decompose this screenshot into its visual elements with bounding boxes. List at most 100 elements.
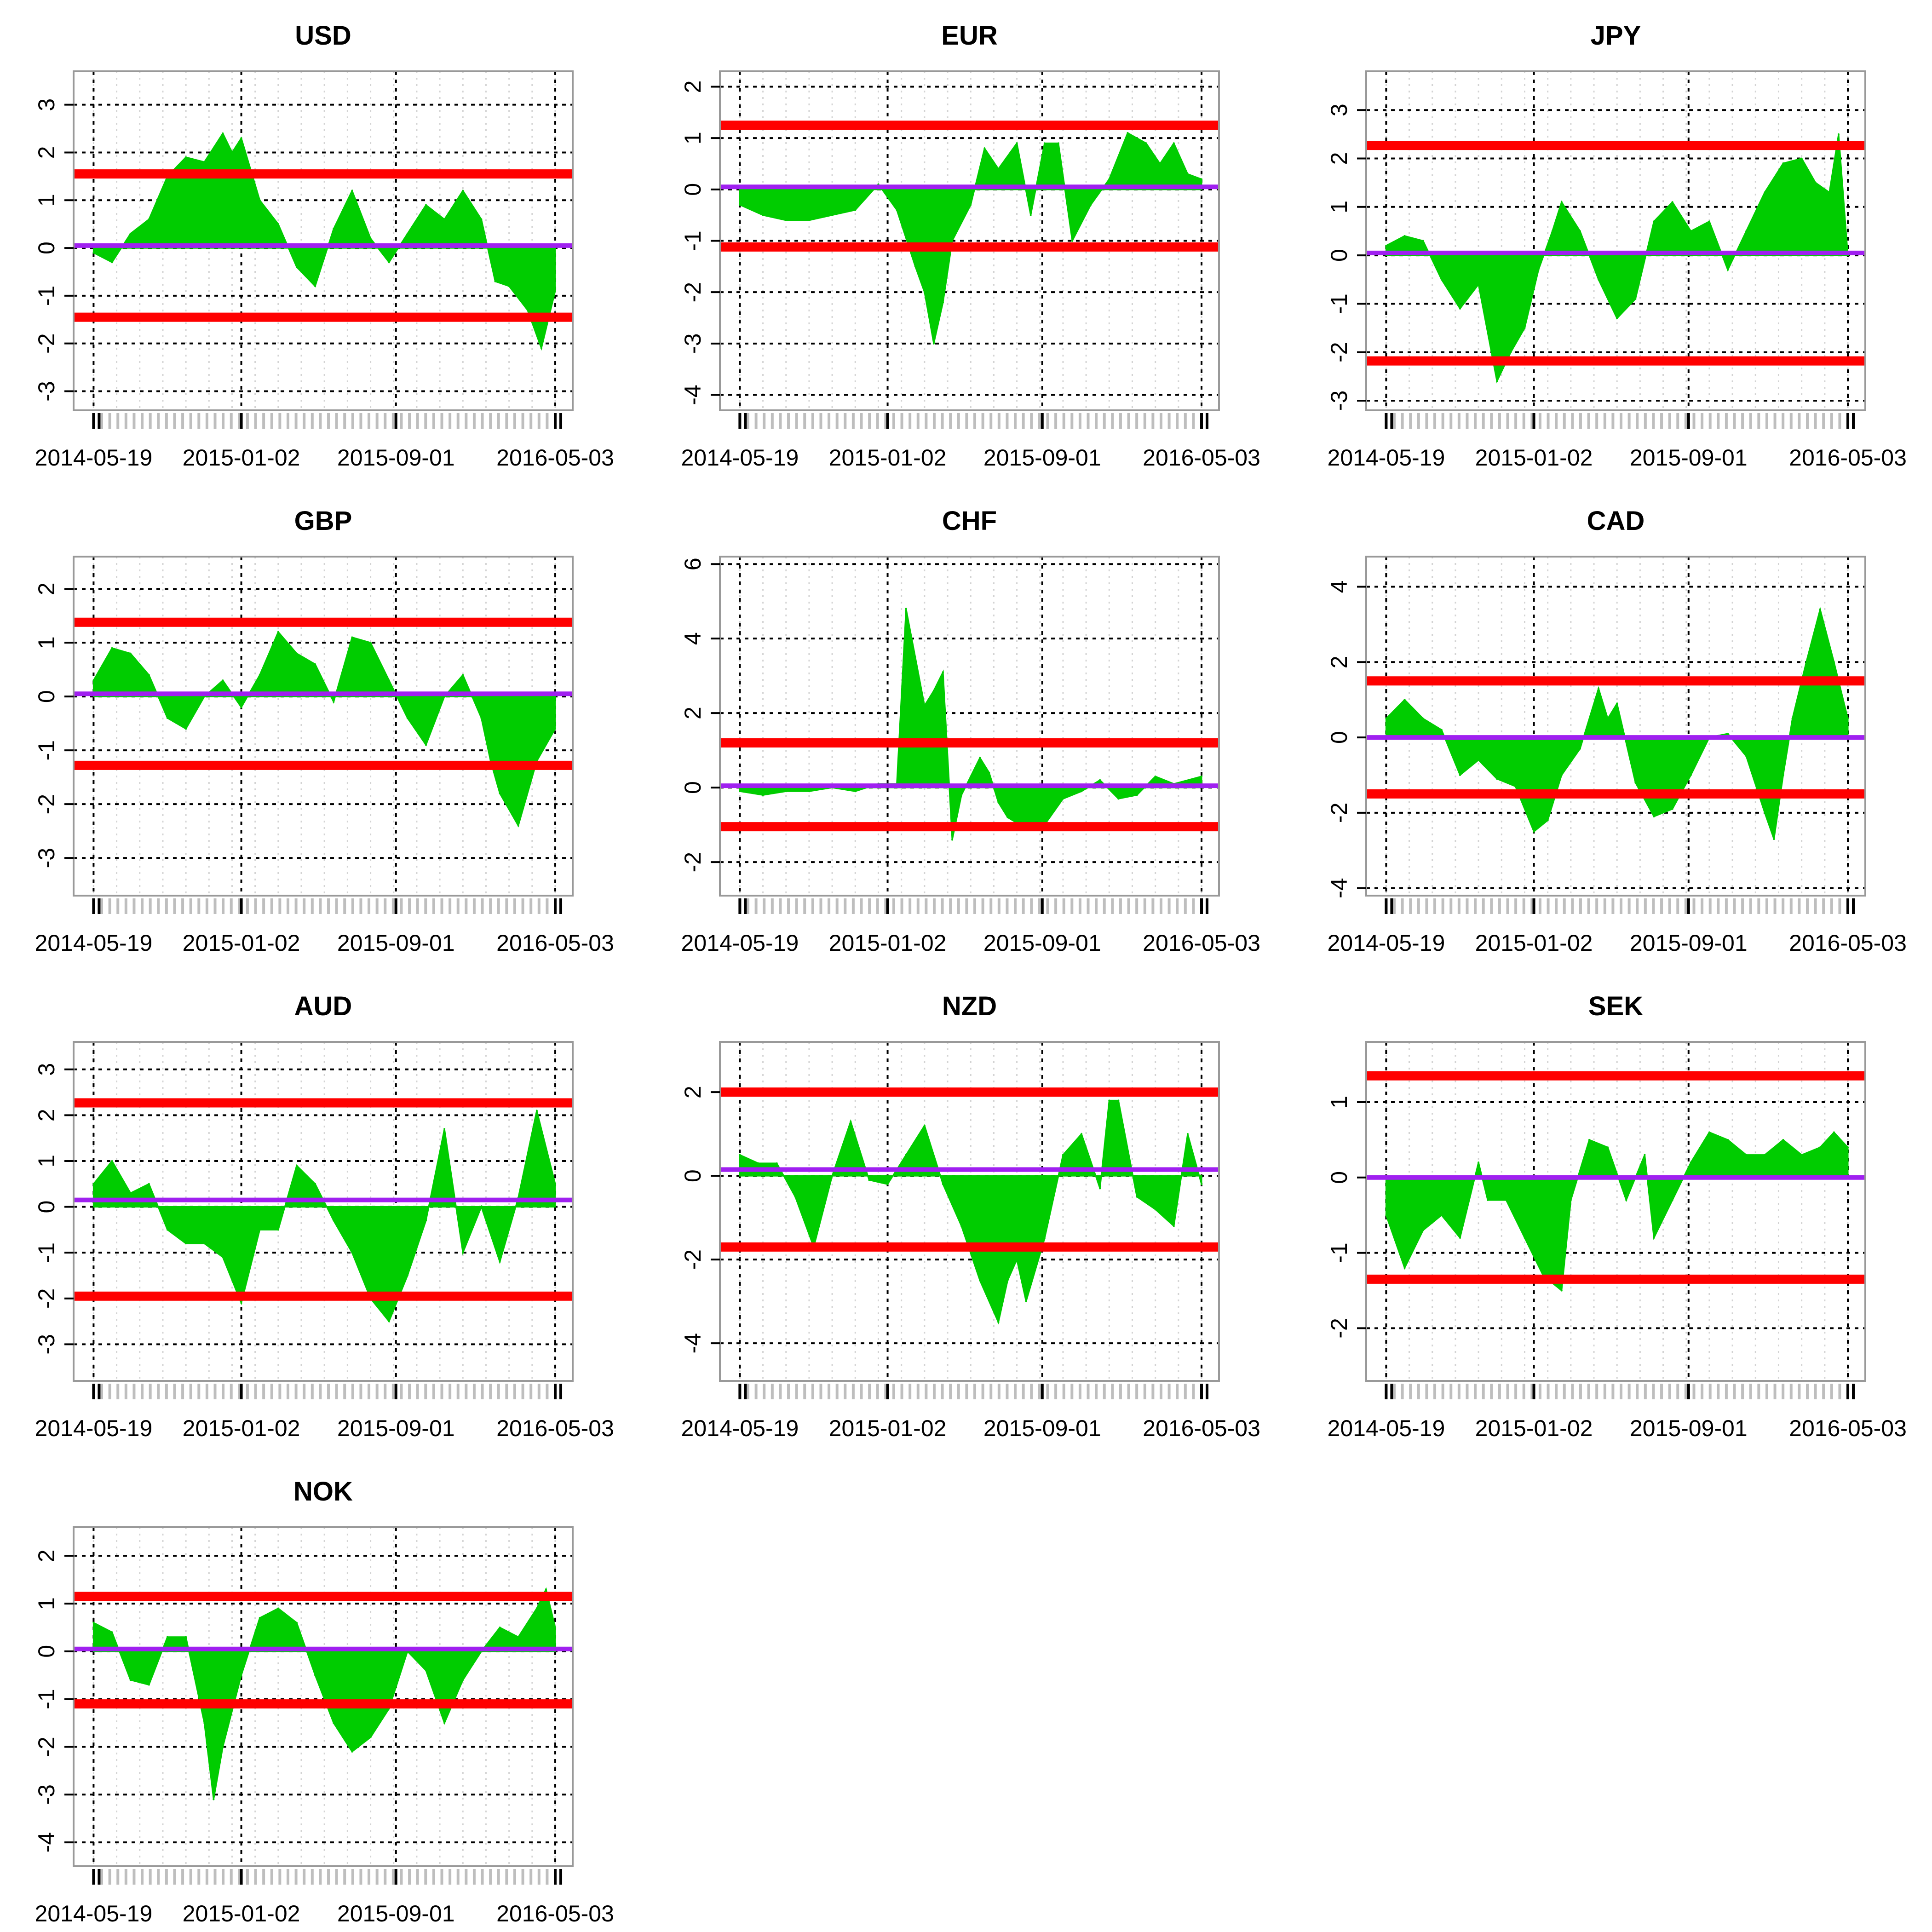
y-tick-label: -1	[1326, 1242, 1352, 1263]
data-point	[166, 717, 168, 719]
data-point	[997, 1321, 1000, 1323]
panel-title: JPY	[1591, 21, 1641, 51]
x-tick-label: 2016-05-03	[1143, 930, 1260, 956]
data-point	[1057, 142, 1059, 144]
data-point	[185, 1242, 187, 1245]
data-point	[554, 290, 557, 292]
x-tick-label: 2015-09-01	[337, 1901, 455, 1926]
panel-sek: SEK 2014-05-19 2015-01-02 2015-09-01 2016-05…	[1326, 991, 1907, 1441]
y-tick-label: 2	[34, 582, 59, 595]
data-point	[1090, 204, 1092, 206]
data-point	[1440, 278, 1443, 281]
y-tick-label: -1	[34, 1242, 59, 1263]
data-point	[739, 1154, 741, 1156]
data-point	[148, 218, 150, 220]
data-point	[983, 147, 986, 150]
y-tick-label: 0	[34, 1201, 59, 1213]
data-point	[314, 285, 316, 288]
data-point	[1201, 775, 1203, 777]
x-tick-label: 2014-05-19	[681, 445, 799, 471]
x-tick-label: 2015-01-02	[183, 445, 300, 471]
data-point	[831, 214, 834, 216]
data-point	[111, 647, 113, 649]
data-point	[997, 801, 1000, 804]
panel-title: USD	[295, 21, 351, 51]
y-tick-label: 0	[680, 781, 706, 794]
data-point	[314, 1674, 316, 1676]
data-point	[923, 1124, 926, 1127]
data-point	[942, 301, 944, 304]
y-tick-label: -2	[34, 1288, 59, 1308]
data-point	[333, 1722, 335, 1724]
data-point	[923, 704, 926, 707]
data-point	[129, 1192, 132, 1194]
data-point	[388, 679, 390, 682]
data-point	[1607, 718, 1609, 720]
data-point	[1828, 191, 1830, 194]
plot-frame	[73, 1041, 574, 1382]
y-tick-label: -4	[1326, 878, 1352, 898]
data-point	[762, 214, 764, 216]
data-point	[1496, 380, 1498, 382]
data-point	[932, 690, 935, 692]
data-point	[997, 168, 1000, 170]
data-point	[1186, 173, 1189, 175]
data-point	[1616, 702, 1618, 705]
y-tick-label: 4	[1326, 581, 1352, 593]
data-point	[1071, 240, 1074, 242]
data-point	[148, 1183, 150, 1185]
data-point	[1117, 798, 1120, 800]
y-tick-label: 1	[1326, 1096, 1352, 1109]
panel-jpy: JPY 2014-05-19 2015-01-02 2015-09-01 2016-05…	[1326, 21, 1907, 471]
panel-title: SEK	[1588, 991, 1643, 1021]
series-area	[92, 630, 556, 828]
data-point	[1487, 1199, 1489, 1201]
data-point	[443, 218, 446, 220]
data-point	[277, 1229, 279, 1231]
data-point	[369, 1736, 372, 1738]
y-tick-label: -1	[34, 740, 59, 760]
data-point	[259, 1617, 261, 1619]
data-point	[850, 1120, 852, 1122]
data-point	[868, 1179, 870, 1181]
plot-frame	[73, 70, 574, 411]
data-point	[1800, 1154, 1803, 1156]
y-tick-label: 3	[34, 98, 59, 111]
data-point	[295, 266, 298, 268]
data-point	[1145, 142, 1147, 144]
data-point	[1006, 1279, 1009, 1282]
plot-frame	[1365, 556, 1866, 897]
y-tick-label: -3	[34, 1784, 59, 1805]
data-point	[1136, 794, 1138, 796]
data-point	[1764, 191, 1766, 194]
data-point	[462, 190, 464, 192]
data-point	[1016, 142, 1018, 144]
data-point	[351, 1750, 353, 1753]
data-point	[979, 757, 981, 759]
data-point	[1819, 1146, 1821, 1149]
data-point	[1505, 1199, 1507, 1201]
panel-aud: AUD 2014-05-19 2015-01-02 2015-09-01 2016-05…	[34, 991, 614, 1441]
data-point	[1547, 819, 1549, 822]
y-tick-label: -2	[1326, 342, 1352, 362]
data-point	[1459, 774, 1461, 776]
y-tick-label: 1	[1326, 201, 1352, 213]
y-tick-label: -2	[1326, 1318, 1352, 1338]
panel-title: NOK	[293, 1477, 353, 1506]
data-point	[222, 1746, 224, 1748]
data-point	[905, 608, 907, 610]
panel-title: AUD	[294, 991, 352, 1021]
data-point	[1154, 1208, 1156, 1210]
data-point	[1385, 1214, 1387, 1216]
series-area	[92, 1587, 556, 1800]
data-point	[1598, 278, 1600, 281]
plot-frame	[73, 556, 574, 897]
data-point	[535, 1110, 538, 1112]
data-point	[1173, 1225, 1175, 1227]
data-point	[776, 1162, 778, 1164]
data-point	[1422, 1229, 1424, 1231]
data-point	[111, 1631, 113, 1633]
y-tick-label: 0	[1326, 249, 1352, 262]
panel-nzd: NZD 2014-05-19 2015-01-02 2015-09-01 2016-05…	[680, 991, 1260, 1441]
data-point	[494, 280, 496, 282]
